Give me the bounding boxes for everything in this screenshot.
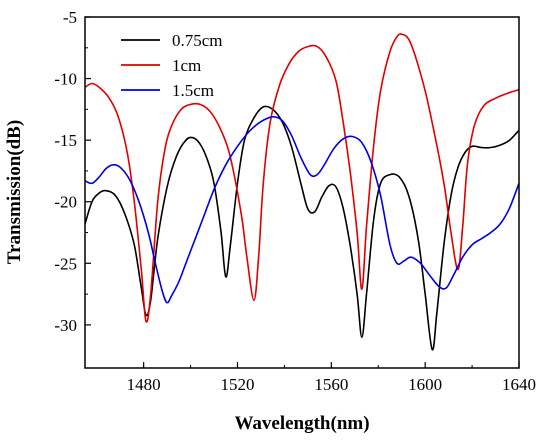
x-tick-label: 1480 [127, 375, 161, 394]
series-layer [85, 33, 519, 351]
plot-frame [84, 16, 520, 369]
y-tick-label: -20 [54, 193, 77, 212]
legend-label-1-5cm: 1.5cm [172, 81, 214, 100]
y-axis-title: Transmission(dB) [4, 120, 25, 264]
tick-layer: 1480 1520 1560 1600 1640 -30 -25 -20 -15 -10 -5 [54, 8, 536, 394]
series-line-1-5cm [85, 115, 519, 304]
series-line-1cm [85, 33, 519, 323]
x-tick-label: 1520 [220, 375, 254, 394]
x-tick-label: 1560 [314, 375, 348, 394]
series-line-0-75cm [85, 105, 519, 351]
legend-label-0-75cm: 0.75cm [172, 31, 223, 50]
y-tick-label: -5 [63, 8, 77, 27]
y-tick-label: -30 [54, 316, 77, 335]
x-tick-label: 1640 [502, 375, 536, 394]
y-tick-label: -10 [54, 70, 77, 89]
y-tick-label: -25 [54, 254, 77, 273]
legend-label-1cm: 1cm [172, 56, 201, 75]
x-axis-title: Wavelength(nm) [234, 413, 369, 434]
y-tick-label: -15 [54, 131, 77, 150]
x-tick-label: 1600 [408, 375, 442, 394]
legend: 0.75cm 1cm 1.5cm [121, 31, 223, 100]
